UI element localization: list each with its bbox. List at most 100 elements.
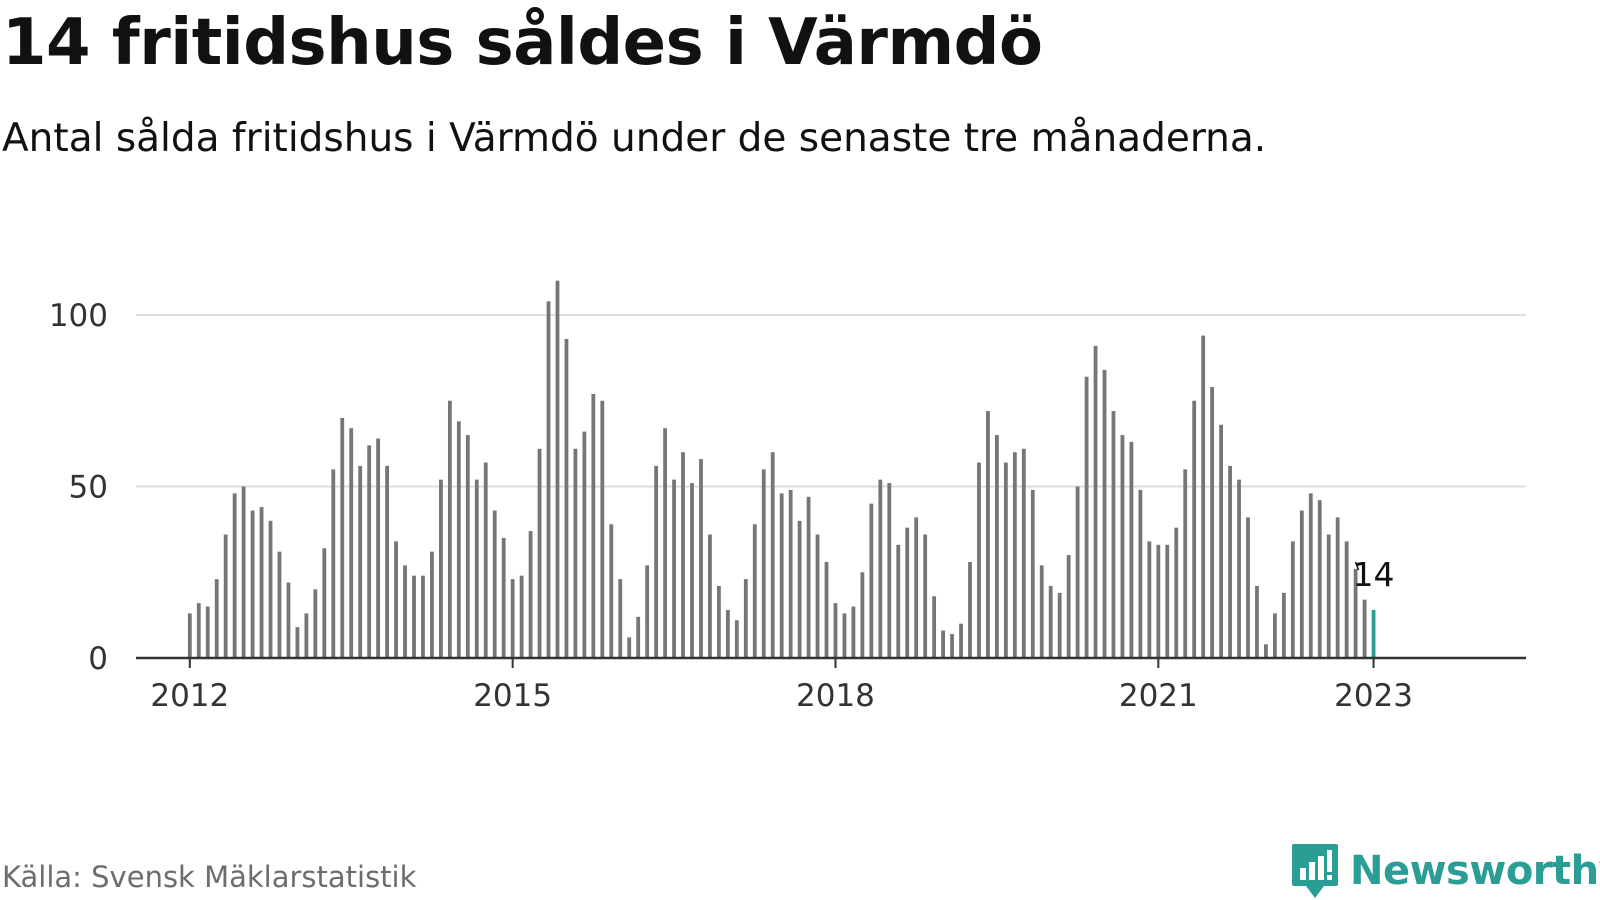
chart-title: 14 fritidshus såldes i Värmdö (2, 6, 1043, 80)
bar (743, 579, 748, 658)
bar (860, 572, 865, 658)
bar (564, 339, 569, 658)
bar (403, 565, 407, 658)
bar (474, 479, 479, 658)
bar (636, 616, 641, 658)
bar (779, 493, 784, 658)
bar (483, 462, 488, 658)
bar (1003, 462, 1008, 658)
bar (1308, 493, 1313, 658)
bar (761, 469, 766, 658)
source-note: Källa: Svensk Mäklarstatistik (2, 860, 417, 894)
x-tick-label: 2012 (150, 678, 229, 714)
bar (537, 448, 542, 658)
bar (968, 561, 972, 658)
bar (322, 548, 327, 658)
bar (1039, 565, 1044, 658)
bar (1344, 541, 1349, 658)
bar (932, 596, 937, 658)
bar (376, 438, 381, 658)
bar (1057, 592, 1062, 658)
bar-chart: 0 50 100 2012 2015 2018 2021 2023 14 (49, 280, 1526, 714)
bar (1353, 568, 1358, 658)
x-tick-label: 2018 (796, 678, 875, 714)
y-tick-label: 50 (69, 470, 108, 506)
bar (1030, 489, 1035, 658)
bar (1317, 500, 1322, 658)
bar (1066, 555, 1071, 658)
bar (1093, 345, 1098, 658)
bar (977, 462, 981, 658)
bar (196, 603, 201, 658)
bar (340, 417, 345, 658)
bar (430, 551, 434, 658)
x-axis (136, 656, 1526, 668)
bar (1228, 465, 1232, 658)
bar (1111, 411, 1116, 658)
brand-logo[interactable]: Newsworthy (1290, 842, 1600, 900)
x-tick-label: 2015 (473, 678, 552, 714)
bar (241, 486, 246, 658)
bar (187, 613, 192, 658)
bar (573, 448, 578, 658)
bar (797, 520, 802, 658)
bar (358, 465, 363, 658)
bar (1210, 387, 1215, 658)
bar (1281, 592, 1286, 658)
bar (914, 517, 919, 658)
bar (1237, 479, 1241, 658)
bar (394, 541, 398, 658)
bar (851, 606, 856, 658)
bar (752, 524, 757, 658)
bar (331, 469, 336, 658)
labels: 0 50 100 2012 2015 2018 2021 2023 14 (49, 298, 1413, 714)
newsworthy-logo-icon (1292, 844, 1338, 898)
bar (367, 445, 372, 658)
bar (385, 465, 389, 658)
bar (869, 503, 874, 658)
bar (510, 579, 515, 658)
bar (447, 400, 452, 658)
bar (878, 479, 883, 658)
bar (412, 575, 416, 658)
bar (1326, 534, 1331, 658)
bar (465, 435, 470, 658)
x-tick-label: 2023 (1334, 678, 1413, 714)
bar (492, 510, 497, 658)
chart-subtitle: Antal sålda fritidshus i Värmdö under de… (2, 116, 1267, 161)
bar (1021, 448, 1026, 658)
bar (456, 421, 461, 658)
bar (1290, 541, 1295, 658)
bar (1084, 376, 1089, 658)
bar (1075, 486, 1080, 658)
bar (528, 531, 533, 658)
bar (1192, 400, 1197, 658)
bar (1012, 452, 1017, 658)
bar (923, 534, 928, 658)
bar (1138, 489, 1143, 658)
bar (824, 561, 829, 658)
bar (295, 627, 300, 658)
bar (1129, 441, 1134, 658)
bar (1362, 599, 1367, 658)
bar (833, 603, 838, 658)
bar (304, 613, 309, 658)
bar (1299, 510, 1304, 658)
bar (313, 589, 318, 658)
bar (1174, 527, 1179, 658)
bar (672, 479, 676, 658)
bar (349, 428, 354, 658)
bar (501, 537, 506, 658)
bar (734, 620, 739, 658)
bar (259, 507, 264, 658)
bar (1219, 424, 1223, 658)
bar (681, 452, 685, 658)
bar (663, 428, 667, 658)
bar (1147, 541, 1152, 658)
bar (519, 575, 524, 658)
bar (950, 633, 954, 658)
bar (690, 483, 694, 658)
bar (600, 400, 605, 658)
bar (250, 510, 255, 658)
x-tick-label: 2021 (1119, 678, 1198, 714)
